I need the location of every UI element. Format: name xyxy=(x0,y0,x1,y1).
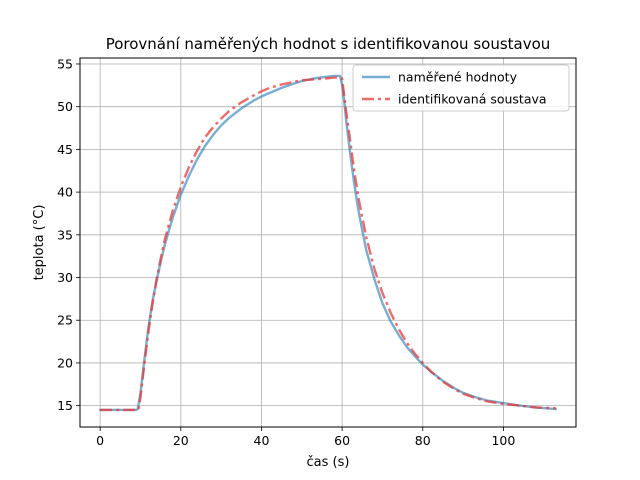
x-tick-label: 0 xyxy=(96,433,104,448)
legend-label-2: identifikovaná soustava xyxy=(398,92,547,107)
legend-label-1: naměřené hodnoty xyxy=(398,70,518,85)
y-tick-label: 25 xyxy=(57,313,73,328)
y-tick-label: 35 xyxy=(57,227,73,242)
y-tick-label: 20 xyxy=(57,355,73,370)
y-tick-label: 40 xyxy=(57,185,73,200)
legend-box xyxy=(352,64,570,112)
x-tick-label: 40 xyxy=(254,433,270,448)
chart-title: Porovnání naměřených hodnot s identifiko… xyxy=(106,35,551,53)
y-tick-label: 55 xyxy=(57,56,73,71)
series-line-2 xyxy=(100,76,556,412)
y-axis-label: teplota (°C) xyxy=(32,205,47,281)
legend: naměřené hodnoty identifikovaná soustava xyxy=(352,64,570,112)
y-tick-label: 50 xyxy=(57,99,73,114)
y-tick-label: 15 xyxy=(57,398,73,413)
x-axis-label: čas (s) xyxy=(307,455,350,470)
grid xyxy=(80,58,576,427)
plot-frame xyxy=(79,57,577,428)
y-tick-label: 30 xyxy=(57,270,73,285)
x-tick-label: 20 xyxy=(173,433,189,448)
y-tick-label: 45 xyxy=(57,142,73,157)
plot-lines xyxy=(98,74,557,412)
x-tick-label: 100 xyxy=(491,433,515,448)
x-tick-label: 60 xyxy=(334,433,350,448)
x-tick-label: 80 xyxy=(415,433,431,448)
axis-ticks: 0 20 40 60 80 100 15 20 25 30 35 40 45 50 55 xyxy=(57,56,515,448)
